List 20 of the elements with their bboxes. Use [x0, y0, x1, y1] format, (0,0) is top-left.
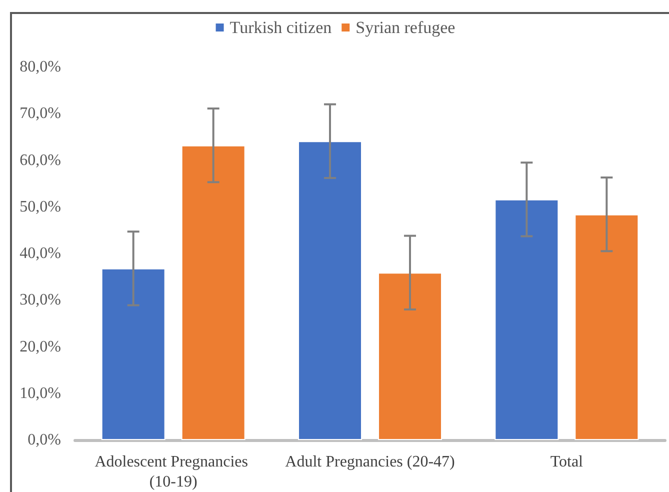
- bar: [378, 272, 442, 440]
- bar: [298, 141, 362, 440]
- bar: [494, 199, 559, 440]
- y-tick-label: 60,0%: [20, 152, 61, 169]
- y-tick-label: 30,0%: [20, 292, 61, 309]
- legend-label: Turkish citizen: [230, 18, 332, 37]
- y-tick-label: 70,0%: [20, 105, 61, 122]
- bar: [574, 214, 639, 440]
- y-tick-label: 40,0%: [20, 245, 61, 262]
- bar: [181, 145, 246, 440]
- x-tick-label: Adult Pregnancies (20-47): [285, 454, 455, 470]
- y-tick-label: 0,0%: [28, 432, 61, 448]
- y-tick-label: 10,0%: [20, 384, 61, 402]
- bar: [101, 268, 166, 440]
- y-tick-label: 80,0%: [20, 58, 61, 76]
- legend-label: Syrian refugee: [356, 18, 456, 37]
- y-tick-label: 20,0%: [20, 338, 61, 356]
- x-tick-label: Total: [550, 454, 584, 470]
- y-tick-label: 50,0%: [20, 198, 61, 216]
- x-tick-label: Adolescent Pregnancies (10-19): [94, 454, 252, 490]
